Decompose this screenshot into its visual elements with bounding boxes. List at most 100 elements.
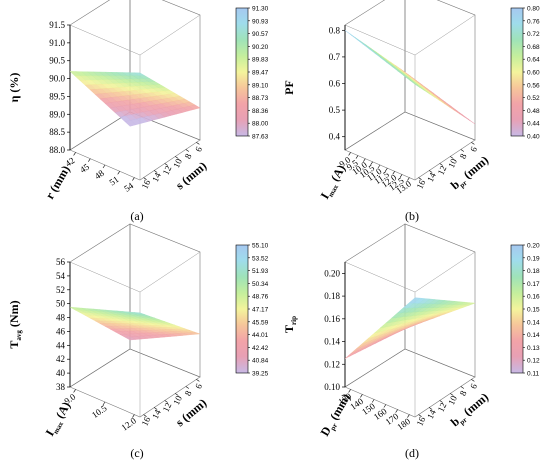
y-tick-mark bbox=[175, 393, 179, 396]
x-ticks: 42 45 48 51 54 bbox=[63, 152, 136, 194]
z-tick-label: 46 bbox=[56, 326, 66, 336]
colorbar-tick-label: 42.42 bbox=[252, 345, 269, 352]
colorbar-tick-label: 55.10 bbox=[252, 243, 269, 250]
colorbar-tick-label: 89.83 bbox=[252, 57, 269, 64]
y-tick-mark bbox=[460, 386, 465, 389]
z-tick-label: 0.12 bbox=[324, 359, 340, 369]
z-tick-label: 0.4 bbox=[329, 132, 341, 142]
surface-cell bbox=[464, 116, 476, 125]
floor bbox=[69, 348, 201, 418]
y-tick-mark bbox=[450, 393, 454, 396]
y-tick-mark bbox=[418, 414, 422, 417]
z-axis-label: Trip bbox=[282, 316, 298, 333]
z-tick-label: 0.20 bbox=[324, 268, 340, 278]
z-label-main: PF bbox=[282, 80, 296, 95]
z-tick-label: 40 bbox=[56, 368, 66, 378]
back-wall-right bbox=[404, 0, 476, 141]
x-tick-mark bbox=[348, 389, 351, 393]
colorbar: 0.80 0.76 0.72 0.68 0.64 0.60 0.56 0.52 0.48 0.44… bbox=[510, 6, 540, 141]
z-tick-label: 56 bbox=[56, 257, 66, 267]
x-axis-label: r(mm) bbox=[42, 163, 72, 201]
z-tick-label: 0.7 bbox=[329, 52, 341, 62]
colorbar-tick-label: 0.16 bbox=[527, 294, 540, 301]
x-axis-label: Imax(A) bbox=[317, 162, 349, 202]
top-edge-right bbox=[414, 14, 476, 56]
x-tick-mark bbox=[73, 152, 76, 156]
colorbar-tick-label: 51.93 bbox=[252, 268, 269, 275]
x-tick-mark bbox=[132, 177, 135, 181]
y-tick-mark bbox=[428, 170, 433, 173]
y-tick-label: 8 bbox=[458, 152, 469, 161]
colorbar-tick-label: 48.76 bbox=[252, 294, 269, 301]
panel-label: (b) bbox=[405, 209, 419, 223]
y-tick-mark bbox=[143, 177, 147, 180]
y-tick-mark bbox=[428, 407, 433, 410]
z-tick-label: 0.6 bbox=[329, 79, 341, 89]
z-tick-label: 91.0 bbox=[49, 38, 65, 48]
top-edge-right bbox=[139, 251, 201, 293]
z-tick-label: 88.0 bbox=[49, 145, 65, 155]
colorbar-tick-label: 0.14 bbox=[527, 319, 540, 326]
z-tick-label: 0.16 bbox=[324, 314, 340, 324]
x-tick-mark bbox=[407, 414, 410, 418]
top-edge-right bbox=[139, 14, 201, 56]
y-tick-label: 10 bbox=[171, 394, 184, 407]
y-axis-label: bpr(mm) bbox=[448, 390, 493, 431]
colorbar-tick-label: 0.44 bbox=[527, 121, 540, 128]
x-label-sub: max bbox=[327, 183, 341, 199]
y-tick-mark bbox=[175, 156, 179, 159]
colorbar-tick-label: 40.84 bbox=[252, 358, 269, 365]
colorbar-tick-label: 90.20 bbox=[252, 44, 269, 51]
top-edge-right bbox=[414, 251, 476, 293]
y-tick-mark bbox=[196, 142, 200, 145]
z-tick-label: 90.0 bbox=[49, 74, 65, 84]
colorbar-tick-label: 88.36 bbox=[252, 108, 269, 115]
panel-label: (a) bbox=[130, 209, 143, 223]
y-tick-label: 10 bbox=[446, 157, 459, 170]
y-tick-mark bbox=[143, 414, 147, 417]
colorbar-tick-label: 0.15 bbox=[527, 307, 540, 314]
y-tick-label: 8 bbox=[458, 389, 469, 398]
y-tick-label: 10 bbox=[171, 157, 184, 170]
colorbar-tick-label: 90.57 bbox=[252, 31, 269, 38]
x-axis-label: Imax(A) bbox=[42, 399, 74, 439]
y-label-unit: (mm) bbox=[179, 396, 209, 425]
surface-cell bbox=[188, 104, 201, 110]
y-tick-mark bbox=[471, 379, 475, 382]
top-edge-front bbox=[344, 261, 416, 293]
y-tick-label: 8 bbox=[183, 389, 194, 398]
x-label-main: I bbox=[42, 427, 57, 438]
colorbar-gradient bbox=[510, 7, 524, 137]
x-ticks: 9.010.512.0 bbox=[62, 389, 138, 433]
top-edge-front bbox=[344, 24, 416, 56]
x-label-sub: max bbox=[52, 420, 66, 436]
colorbar-gradient bbox=[235, 244, 249, 374]
y-tick-mark bbox=[439, 163, 443, 166]
y-tick-label: 6 bbox=[193, 145, 204, 154]
y-tick-label: 6 bbox=[468, 382, 479, 391]
z-label-sub: avg bbox=[15, 330, 23, 341]
x-tick-mark bbox=[348, 152, 351, 156]
z-tick-label: 0.5 bbox=[329, 105, 341, 115]
y-tick-mark bbox=[185, 149, 190, 152]
x-label-main: I bbox=[317, 190, 332, 201]
surface-cell bbox=[464, 302, 476, 306]
y-tick-label: 6 bbox=[193, 382, 204, 391]
x-tick-mark bbox=[407, 177, 410, 181]
colorbar-tick-label: 0.40 bbox=[527, 134, 540, 141]
colorbar-gradient bbox=[510, 244, 524, 374]
top-edge-front bbox=[69, 261, 141, 293]
y-tick-mark bbox=[153, 407, 158, 410]
x-ticks: 9.09.510.010.511.011.512.012.513.0 bbox=[337, 152, 413, 196]
z-ticks: 0.4 0.5 0.6 0.7 0.8 bbox=[329, 25, 345, 142]
z-tick-label: 54 bbox=[56, 271, 66, 281]
x-tick-label: 12.0 bbox=[119, 415, 138, 433]
colorbar-tick-label: 0.76 bbox=[527, 18, 540, 25]
x-axis-label: Dpr(mm) bbox=[317, 391, 354, 439]
back-wall-left bbox=[344, 0, 406, 151]
z-tick-label: 52 bbox=[56, 285, 65, 295]
x-tick-mark bbox=[102, 164, 106, 169]
panel-a: 88.0 88.5 89.0 89.5 90.0 90.5 91.0 91.5 η (%) 42 4… bbox=[7, 0, 269, 223]
